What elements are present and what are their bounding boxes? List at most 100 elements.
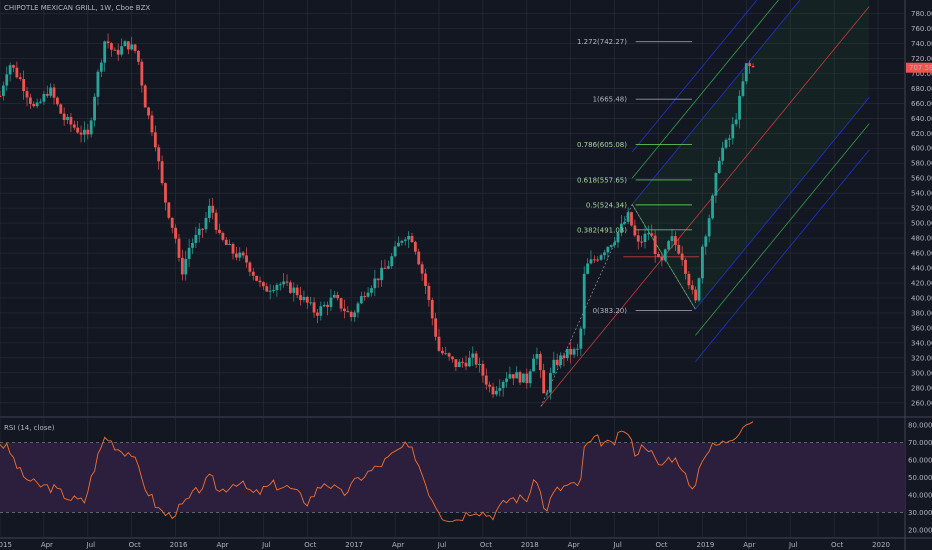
- candle-body: [221, 232, 225, 240]
- candle-body: [633, 225, 637, 236]
- candle-body: [164, 183, 167, 203]
- candle-body: [407, 236, 411, 240]
- candle-body: [76, 127, 80, 133]
- candle-body: [153, 132, 157, 148]
- pitchfork-inner-tine: [631, 0, 779, 179]
- candle-body: [45, 93, 49, 96]
- pitchfork-band: [663, 6, 870, 310]
- candle-body: [400, 240, 404, 243]
- candle-body: [366, 292, 370, 297]
- candle-body: [744, 63, 748, 82]
- time-tick-label: Apr: [743, 541, 755, 549]
- candle-body: [137, 50, 140, 62]
- candle-body: [302, 296, 306, 300]
- candle-body: [251, 271, 255, 276]
- candle-body: [646, 233, 650, 235]
- candle-body: [582, 273, 586, 329]
- candle-body: [714, 172, 718, 196]
- candle-body: [440, 350, 444, 354]
- candle-body: [18, 77, 22, 79]
- candle-body: [282, 281, 286, 285]
- candle-body: [255, 275, 259, 281]
- rsi-layer: [0, 421, 754, 523]
- rsi-band-layer: [0, 442, 905, 513]
- candle-body: [133, 44, 137, 51]
- candle-body: [397, 242, 400, 247]
- candle-body: [174, 227, 177, 239]
- candle-body: [636, 235, 640, 242]
- rsi-tick-label: 60.0000: [908, 457, 932, 465]
- candle-body: [278, 284, 282, 286]
- candle-body: [113, 49, 117, 51]
- price-tick-label: 520.00: [911, 205, 932, 213]
- candle-body: [420, 264, 424, 274]
- candle-body: [170, 217, 174, 228]
- price-tick-label: 500.00: [911, 220, 932, 228]
- candle-body: [481, 363, 485, 376]
- fib-level-label: 0.5(524.34): [586, 201, 627, 209]
- time-tick-label: Apr: [568, 541, 580, 549]
- price-tick-label: 360.00: [911, 324, 932, 332]
- candle-body: [35, 102, 39, 107]
- candle-body: [316, 312, 319, 316]
- candle-body: [5, 74, 9, 86]
- candle-body: [218, 229, 221, 233]
- last-price-badge: [906, 62, 932, 73]
- time-tick-label: Jul: [788, 541, 798, 549]
- candle-body: [386, 266, 390, 269]
- fib-layer[interactable]: 1.272(742.27) 1(665.48) 0.786(605.08) 0.618…: [577, 38, 692, 315]
- candle-body: [268, 290, 272, 292]
- candle-body: [93, 96, 96, 121]
- candle-body: [734, 119, 738, 125]
- axis-layer: 2015 Apr Jul Oct 2016 Apr Jul Oct 2017 Apr Jul Oct 2…: [0, 10, 932, 549]
- fib-level-label: 0.382(491.03): [577, 226, 627, 234]
- candle-body: [525, 373, 529, 384]
- candle-body: [508, 374, 512, 379]
- candle-body: [721, 147, 725, 161]
- candle-body: [697, 278, 701, 301]
- candle-body: [576, 348, 579, 350]
- candle-body: [680, 253, 684, 260]
- candle-body: [555, 359, 559, 366]
- candle-body: [501, 381, 505, 389]
- candle-body: [569, 348, 573, 355]
- price-tick-label: 760.00: [911, 25, 932, 33]
- candle-body: [474, 353, 478, 365]
- candle-body: [319, 306, 323, 316]
- pitchfork-outer-tine: [695, 149, 870, 362]
- candle-body: [701, 246, 704, 279]
- price-tick-label: 720.00: [911, 55, 932, 63]
- chart-title: CHIPOTLE MEXICAN GRILL, 1W, Cboe BZX: [4, 4, 150, 12]
- pitchfork-inner-tine: [695, 123, 870, 336]
- price-tick-label: 420.00: [911, 279, 932, 287]
- candle-body: [56, 97, 59, 105]
- candle-body: [609, 245, 613, 247]
- time-tick-label: 2018: [521, 541, 539, 549]
- candle-body: [28, 97, 32, 104]
- candle-body: [79, 132, 83, 135]
- candle-body: [25, 91, 29, 98]
- last-price-label: 707.59: [909, 64, 932, 72]
- candle-body: [214, 212, 218, 230]
- candle-body: [565, 348, 569, 359]
- candle-body: [191, 242, 194, 248]
- time-tick-label: Oct: [304, 541, 316, 549]
- price-tick-label: 620.00: [911, 130, 932, 138]
- candle-body: [177, 238, 181, 258]
- candle-body: [32, 103, 36, 107]
- time-tick-label: Oct: [480, 541, 492, 549]
- candle-body: [640, 241, 644, 243]
- candle-body: [650, 233, 654, 236]
- candle-body: [643, 233, 647, 242]
- pitchfork-band: [632, 0, 870, 257]
- candle-body: [160, 161, 164, 184]
- rsi-band-fill: [0, 442, 905, 513]
- candle-body: [464, 362, 468, 367]
- candle-body: [461, 361, 465, 363]
- candle-body: [238, 252, 242, 258]
- candle-body: [211, 205, 215, 213]
- candle-body: [572, 349, 576, 355]
- candle-body: [589, 259, 593, 264]
